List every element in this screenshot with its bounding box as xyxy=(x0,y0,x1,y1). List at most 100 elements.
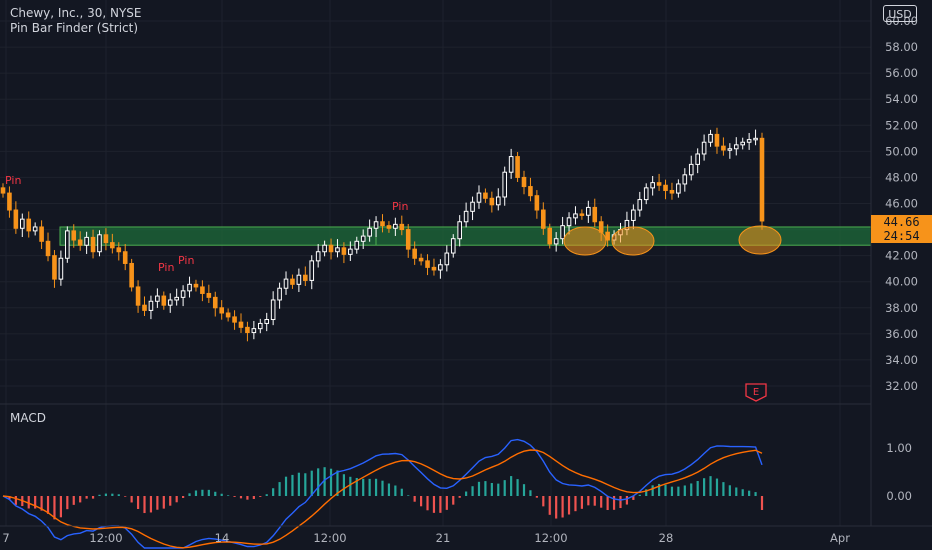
candle xyxy=(84,236,89,246)
candle xyxy=(412,248,417,259)
currency-button[interactable]: USD xyxy=(883,5,917,22)
candle xyxy=(579,213,585,216)
candle xyxy=(399,223,405,231)
price-tick-label: 52.00 xyxy=(885,118,918,132)
highlight-circles xyxy=(563,225,782,256)
candle xyxy=(663,184,668,191)
candle xyxy=(733,144,739,150)
macd-histogram xyxy=(8,467,764,520)
candle xyxy=(328,244,334,253)
time-tick-label: 14 xyxy=(215,531,230,545)
highlight-circle xyxy=(563,226,607,256)
candle xyxy=(360,235,366,242)
time-tick-label: 21 xyxy=(436,531,451,545)
candle xyxy=(566,217,572,227)
candle xyxy=(129,262,134,288)
candle xyxy=(348,248,353,255)
candle xyxy=(257,322,263,330)
candle xyxy=(470,201,475,212)
candle xyxy=(547,227,553,245)
symbol-legend[interactable]: Chewy, Inc., 30, NYSE xyxy=(10,6,142,20)
pin-label: Pin xyxy=(392,200,408,213)
pin-label: Pin xyxy=(5,174,21,187)
price-tick-label: 46.00 xyxy=(885,197,918,211)
candle xyxy=(283,278,289,289)
candle xyxy=(431,266,437,271)
candle xyxy=(39,226,44,242)
candle xyxy=(740,141,746,146)
candle xyxy=(200,286,205,294)
price-tick-label: 34.00 xyxy=(885,353,918,367)
macd-tick-label: 1.00 xyxy=(886,441,912,455)
candle xyxy=(560,225,565,240)
price-axis: 32.0034.0036.0038.0040.0042.0044.0046.00… xyxy=(885,14,918,393)
pin-label: Pin xyxy=(158,261,174,274)
candle xyxy=(122,251,128,264)
candle xyxy=(19,218,25,229)
price-tick-label: 50.00 xyxy=(885,144,918,158)
candle xyxy=(116,247,122,253)
price-tick-label: 42.00 xyxy=(885,249,918,263)
candle xyxy=(52,255,57,280)
candle xyxy=(457,221,462,240)
candle xyxy=(155,295,160,302)
macd-axis: 1.00 0.00 xyxy=(886,441,912,503)
candle xyxy=(393,223,398,229)
candle xyxy=(65,230,70,259)
candle xyxy=(573,213,578,219)
candle xyxy=(502,171,508,198)
candle xyxy=(32,226,38,232)
candle xyxy=(103,234,109,244)
price-tick-label: 56.00 xyxy=(885,66,918,80)
candle xyxy=(586,206,591,216)
candle xyxy=(746,139,752,143)
price-candles xyxy=(0,127,765,342)
candle xyxy=(405,229,411,250)
candle xyxy=(45,240,51,257)
pin-label: Pin xyxy=(178,254,194,267)
candle xyxy=(97,234,102,253)
candle xyxy=(669,189,675,194)
time-tick-label: 12:00 xyxy=(313,531,346,545)
candle xyxy=(174,296,179,301)
candle xyxy=(650,182,655,189)
candle xyxy=(682,174,688,185)
earnings-marker[interactable]: E xyxy=(745,383,767,402)
candle xyxy=(534,195,540,211)
candle xyxy=(309,260,315,281)
candle xyxy=(212,296,218,309)
candle xyxy=(277,287,282,301)
bar-countdown-tag: 24:54 xyxy=(871,229,932,243)
price-tick-label: 54.00 xyxy=(885,92,918,106)
candle xyxy=(148,300,154,311)
time-tick-label: 28 xyxy=(659,531,674,545)
price-tick-label: 40.00 xyxy=(885,275,918,289)
signal-line xyxy=(2,449,763,549)
macd-legend[interactable]: MACD xyxy=(10,411,46,425)
candle xyxy=(135,286,141,306)
candle xyxy=(296,274,302,285)
indicator-legend[interactable]: Pin Bar Finder (Strict) xyxy=(10,21,139,35)
highlight-circle xyxy=(611,226,655,256)
candle xyxy=(315,251,321,262)
candle xyxy=(463,210,469,223)
candle xyxy=(180,290,186,298)
candle xyxy=(727,148,733,151)
time-tick-label: 12:00 xyxy=(89,531,122,545)
candle xyxy=(521,176,527,188)
candle xyxy=(71,230,77,241)
candle xyxy=(264,319,270,324)
candle xyxy=(605,231,610,241)
grid-lines xyxy=(0,0,871,526)
time-tick-label: 12:00 xyxy=(534,531,567,545)
candle xyxy=(759,137,765,222)
candle xyxy=(7,192,12,211)
candle xyxy=(354,240,360,250)
candle xyxy=(303,274,308,281)
candle xyxy=(367,227,372,237)
candle xyxy=(476,192,482,203)
candle xyxy=(251,328,257,334)
price-axis-panel[interactable] xyxy=(871,0,932,526)
candle xyxy=(219,307,224,314)
